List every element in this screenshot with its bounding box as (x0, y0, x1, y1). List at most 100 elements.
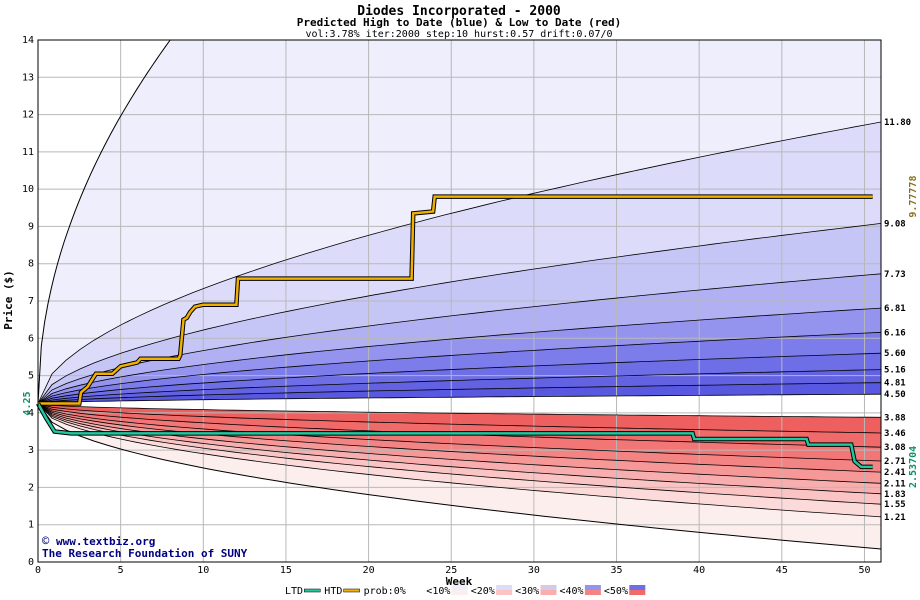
y-tick-label: 13 (22, 72, 34, 83)
band-lower-1 (38, 403, 881, 448)
plot-area: 11.80 9.08 7.73 6.81 6.16 5.60 5.16 4.814.50 3.8… (22, 35, 919, 576)
y-tick-label: 2 (28, 482, 34, 493)
band-lower-5 (38, 403, 881, 494)
legend-label: <50% (604, 586, 628, 597)
band-end-label: 2.41 (884, 468, 906, 478)
y-axis-label: Price ($) (2, 270, 15, 330)
legend-label: prob:0% (364, 586, 406, 597)
x-tick-label: 45 (776, 565, 788, 576)
chart-subtitle: Predicted High to Date (blue) & Low to D… (297, 16, 622, 29)
band-end-label: 6.16 (884, 328, 906, 338)
band-upper-1 (38, 122, 881, 404)
y-tick-label: 10 (22, 184, 34, 195)
band-end-label: 3.46 (884, 429, 906, 439)
band-boundary-line (37, 121, 882, 404)
chart-title: Diodes Incorporated - 2000 (357, 4, 561, 19)
y-tick-label: 9 (28, 221, 34, 232)
band-lower-7 (38, 403, 881, 517)
start-price-label: 4.25 (22, 391, 33, 415)
band-lower-outer (38, 403, 881, 549)
band-boundary-line (37, 403, 882, 462)
band-lower-2 (38, 403, 881, 461)
x-tick-label: 20 (363, 565, 375, 576)
band-end-label: 2.71 (884, 457, 906, 467)
chart-params: vol:3.78% iter:2000 step:10 hurst:0.57 d… (305, 29, 612, 40)
series-htd-final-label: 9.77778 (908, 176, 919, 218)
credit-copyright-icon: © (42, 534, 50, 548)
band-boundary-line (37, 393, 882, 404)
y-tick-label: 11 (22, 147, 34, 158)
credit-line-2: The Research Foundation of SUNY (42, 547, 248, 560)
legend-label: LTD (285, 586, 303, 597)
lower-outer-line (37, 403, 882, 550)
band-end-label: 11.80 (884, 118, 911, 128)
upper-outer-line (37, 39, 171, 404)
band-lower-0 (38, 403, 881, 433)
series-ltd (36, 402, 873, 469)
band-boundary-line (37, 403, 882, 484)
legend-label: <30% (515, 586, 539, 597)
x-tick-label: 10 (197, 565, 209, 576)
series-ltd-final-label: 2.53704 (908, 446, 919, 488)
x-tick-label: 35 (611, 565, 623, 576)
band-boundary-line (37, 369, 882, 404)
band-end-label: 2.11 (884, 479, 906, 489)
legend-swatch (496, 585, 513, 590)
x-tick-label: 5 (118, 565, 124, 576)
y-tick-label: 1 (28, 520, 34, 531)
band-boundary-line (37, 307, 882, 404)
band-end-label: 1.83 (884, 490, 906, 500)
band-upper-5 (38, 332, 881, 404)
y-tick-label: 7 (28, 296, 34, 307)
y-tick-label: 3 (28, 445, 34, 456)
y-tick-label: 8 (28, 259, 34, 270)
band-boundary-line (37, 382, 882, 404)
band-boundary-line (37, 331, 882, 404)
band-boundary-line (37, 223, 882, 404)
legend-label: HTD (324, 586, 342, 597)
legend-swatch (496, 590, 513, 595)
band-end-label: 6.81 (884, 304, 906, 314)
legend-swatch (540, 590, 557, 595)
legend-label: <10% (426, 586, 450, 597)
band-end-label: 7.73 (884, 270, 906, 280)
band-end-label: 4.81 (884, 379, 906, 389)
y-tick-label: 5 (28, 371, 34, 382)
legend-swatch (304, 588, 321, 593)
band-upper-2 (38, 223, 881, 404)
x-axis-label: Week (446, 575, 473, 588)
band-upper-4 (38, 308, 881, 404)
band-end-label: 1.21 (884, 513, 906, 523)
legend-label: <20% (471, 586, 495, 597)
y-tick-label: 0 (28, 557, 34, 568)
band-end-label: 5.16 (884, 366, 906, 376)
plot-frame (37, 39, 882, 563)
legend-swatch (584, 585, 601, 590)
band-upper-0 (38, 40, 881, 404)
legend-swatch (629, 585, 646, 590)
y-tick-label: 14 (22, 35, 34, 46)
legend-swatch (540, 585, 557, 590)
x-tick-label: 15 (280, 565, 292, 576)
x-tick-label: 30 (528, 565, 540, 576)
y-tick-label: 4 (28, 408, 34, 419)
series-htd (38, 195, 873, 405)
x-tick-label: 0 (35, 565, 41, 576)
band-boundary-line (37, 403, 882, 518)
legend-swatch (407, 585, 424, 590)
band-boundary-line (37, 403, 882, 495)
credit-line-1: www.textbiz.org (56, 535, 155, 548)
x-tick-label: 40 (693, 565, 705, 576)
legend: LTD HTD prob:0% <10% <20% <30% <40% <50% (285, 585, 646, 597)
legend-swatch (451, 590, 468, 595)
band-lower-6 (38, 403, 881, 505)
band-upper-3 (38, 273, 881, 404)
legend-swatch (584, 590, 601, 595)
band-boundary-line (37, 352, 882, 404)
band-end-label: 3.88 (884, 413, 906, 423)
legend-swatch (407, 590, 424, 595)
band-upper-8 (38, 382, 881, 404)
band-end-label: 1.55 (884, 500, 906, 510)
legend-swatch (343, 588, 360, 593)
